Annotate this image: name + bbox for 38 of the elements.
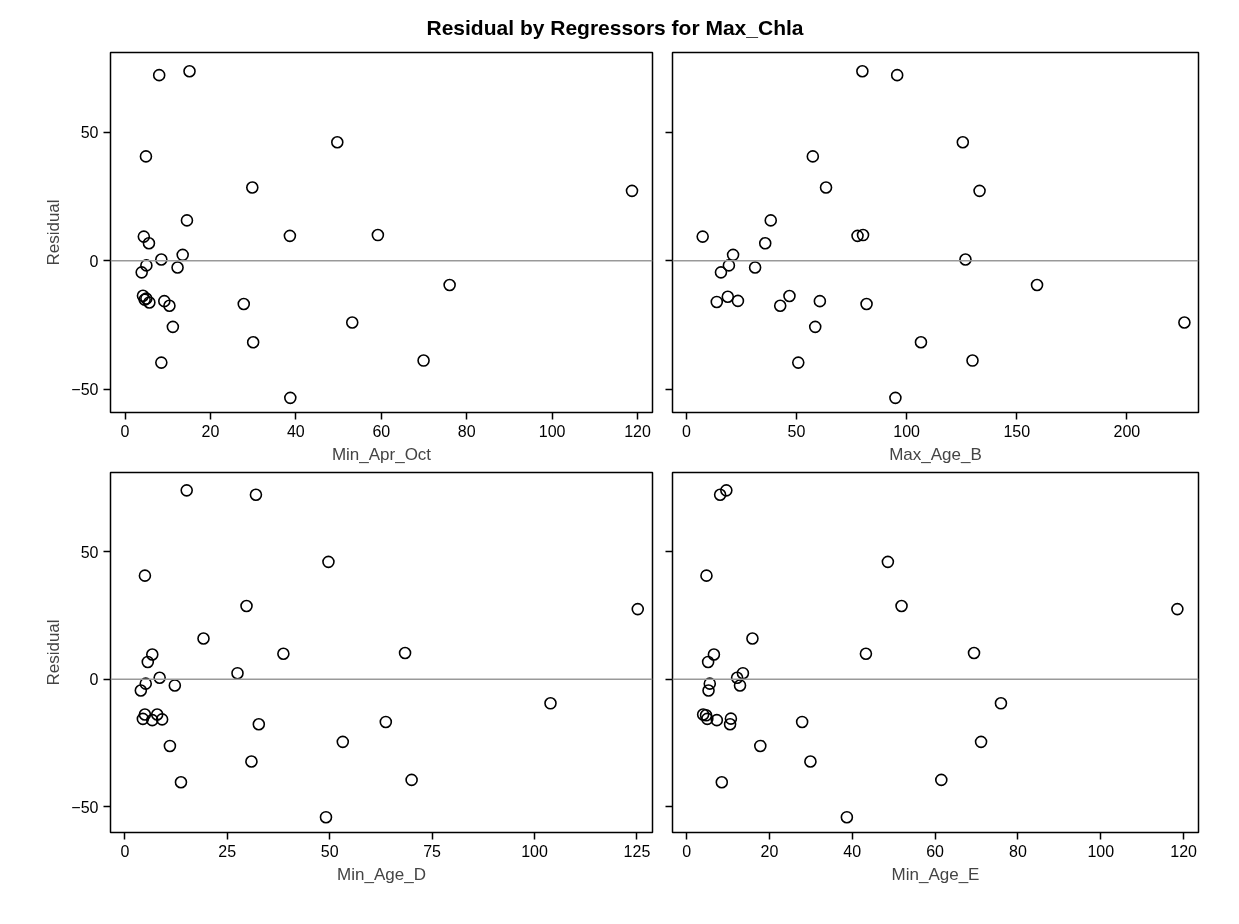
x-tick-label: 75 <box>423 842 442 860</box>
x-tick-label: 20 <box>760 842 779 860</box>
chart-title: Residual by Regressors for Max_Chla <box>426 15 804 41</box>
y-axis-title: Residual <box>44 619 64 686</box>
y-axis-title: Residual <box>44 199 64 266</box>
x-tick-label: 60 <box>926 842 945 860</box>
y-tick-label: 0 <box>89 671 99 689</box>
y-tick-label: −50 <box>71 798 99 816</box>
x-tick-label: 100 <box>538 422 566 440</box>
x-tick-label: 100 <box>521 842 548 860</box>
x-axis-title: Min_Apr_Oct <box>331 444 432 464</box>
x-axis-title: Min_Age_D <box>337 864 426 884</box>
y-tick-label: 50 <box>80 124 99 142</box>
x-tick-label: 50 <box>787 422 806 440</box>
x-tick-label: 60 <box>372 422 391 440</box>
x-tick-label: 0 <box>120 842 130 860</box>
x-tick-label: 40 <box>843 842 862 860</box>
x-tick-label: 0 <box>682 842 692 860</box>
x-axis-title: Max_Age_B <box>889 444 982 464</box>
x-tick-label: 80 <box>1009 842 1027 860</box>
x-tick-label: 200 <box>1113 422 1141 440</box>
y-tick-label: −50 <box>71 381 99 399</box>
x-tick-label: 100 <box>893 422 921 440</box>
x-tick-label: 100 <box>1087 842 1115 860</box>
x-tick-label: 80 <box>457 422 476 440</box>
x-tick-label: 120 <box>624 422 651 440</box>
x-tick-label: 120 <box>1170 842 1198 860</box>
y-tick-label: 0 <box>89 252 99 270</box>
x-tick-label: 50 <box>320 842 339 860</box>
x-axis-title: Min_Age_E <box>891 864 980 884</box>
x-tick-label: 0 <box>681 422 691 440</box>
x-tick-label: 25 <box>218 842 237 860</box>
x-tick-label: 150 <box>1003 422 1031 440</box>
x-tick-label: 125 <box>623 842 651 860</box>
y-tick-label: 50 <box>80 543 99 561</box>
x-tick-label: 20 <box>201 422 220 440</box>
x-tick-label: 40 <box>286 422 305 440</box>
x-tick-label: 0 <box>120 422 130 440</box>
